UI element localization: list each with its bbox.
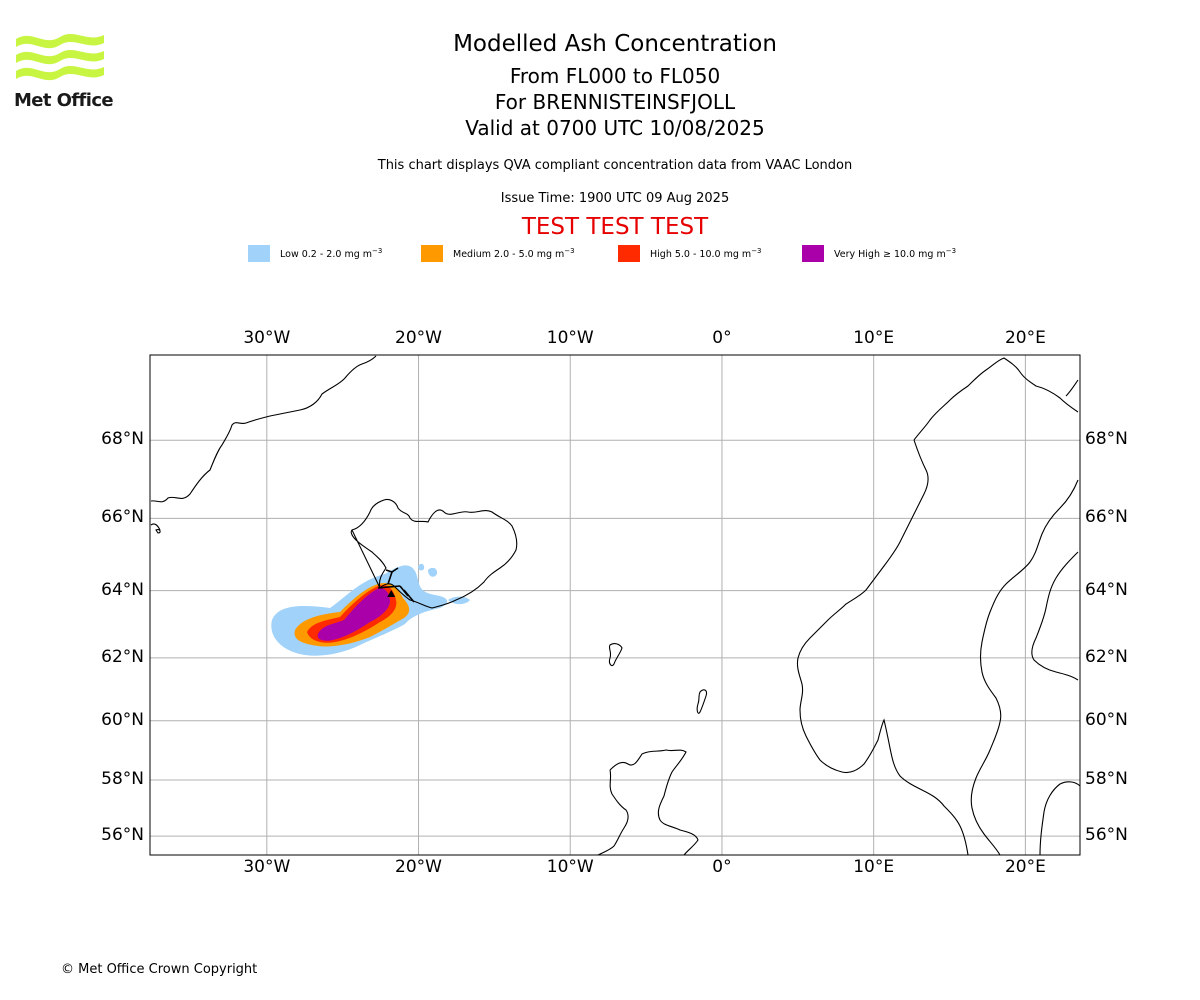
legend-swatch-medium (421, 245, 443, 262)
coastline-scotland (597, 749, 699, 856)
lat-tick-label-right: 62°N (1085, 646, 1128, 667)
lat-tick-label-right: 56°N (1085, 825, 1128, 846)
legend-label-medium: Medium 2.0 - 5.0 (453, 249, 534, 261)
ash-very-high-region (317, 588, 390, 641)
coastline-finland (1031, 551, 1079, 681)
volcano-marker (387, 590, 396, 598)
coastline-greenland (150, 355, 377, 503)
lat-tick-label-right: 68°N (1085, 429, 1128, 450)
lon-tick-label-bottom: 20°E (1004, 857, 1046, 877)
lon-tick-label-top: 0° (712, 328, 732, 348)
legend-unit: mg m (344, 249, 373, 261)
volcano-triangle-icon (387, 590, 396, 598)
legend-unit-exponent: −3 (372, 247, 383, 255)
lat-tick-label-left: 66°N (101, 507, 144, 528)
coastline-greenland-south (150, 523, 161, 534)
lon-tick-label-bottom: 30°W (243, 857, 291, 877)
ash-low-patch-small (418, 563, 425, 571)
coastlines (150, 355, 1081, 856)
lat-tick-label-right: 58°N (1085, 769, 1128, 790)
legend-label-low: Low 0.2 - 2.0 (280, 249, 342, 261)
flight-level-range: From FL000 to FL050 (509, 64, 721, 88)
lon-tick-label-top: 10°W (546, 328, 594, 348)
legend-label-high: High 5.0 - 10.0 (650, 249, 721, 261)
coastline-kola (1065, 379, 1079, 397)
lon-tick-label-top: 20°E (1004, 328, 1046, 348)
concentration-legend: Low 0.2 - 2.0 mg m−3 Medium 2.0 - 5.0 mg… (0, 244, 1200, 264)
valid-time: Valid at 0700 UTC 10/08/2025 (465, 116, 765, 140)
legend-unit-exponent: −3 (945, 247, 957, 255)
legend-unit: mg m (723, 249, 752, 261)
lat-tick-label-left: 62°N (101, 646, 144, 667)
lon-tick-label-top: 20°W (395, 328, 442, 348)
lon-tick-label-bottom: 20°W (395, 857, 442, 877)
lon-tick-label-bottom: 10°E (853, 857, 895, 877)
ash-concentration-plume (271, 563, 470, 656)
map-gridlines (150, 355, 1080, 855)
volcano-rift-lines (377, 567, 415, 603)
met-office-logo: Met Office (14, 30, 114, 112)
chart-title: Modelled Ash Concentration (453, 31, 777, 57)
logo-wordmark: Met Office (14, 90, 114, 111)
lat-tick-label-right: 66°N (1085, 507, 1128, 528)
lat-tick-label-left: 58°N (101, 769, 144, 790)
legend-unit-exponent: −3 (564, 247, 575, 255)
coastline-sweden (970, 479, 1079, 856)
coastline-denmark (1039, 781, 1081, 856)
issue-time: Issue Time: 1900 UTC 09 Aug 2025 (500, 191, 730, 206)
lat-tick-label-left: 60°N (101, 709, 144, 730)
ash-low-patch-east (448, 596, 470, 605)
volcano-name: For BRENNISTEINSFJOLL (494, 90, 736, 114)
compliance-note: This chart displays QVA compliant concen… (377, 158, 853, 173)
legend-unit: mg m (918, 249, 946, 261)
lat-tick-label-left: 64°N (101, 579, 144, 600)
coastline-shetland (696, 689, 708, 714)
legend-swatch-high (618, 245, 640, 262)
lat-tick-label-left: 56°N (101, 825, 144, 846)
coastline-iceland (350, 498, 518, 609)
copyright-notice: © Met Office Crown Copyright (61, 962, 258, 977)
lon-tick-label-top: 30°W (243, 328, 291, 348)
lat-tick-label-right: 60°N (1085, 709, 1128, 730)
map-frame (149, 354, 1081, 856)
coastline-norway (796, 357, 1079, 856)
legend-unit: mg m (536, 249, 565, 261)
lon-tick-label-bottom: 0° (712, 857, 732, 877)
lon-tick-label-top: 10°E (853, 328, 895, 348)
legend-swatch-very-high (802, 245, 824, 262)
legend-swatch-low (248, 245, 270, 262)
legend-unit-exponent: −3 (751, 247, 762, 255)
met-office-waves-icon (16, 34, 104, 81)
lon-tick-label-bottom: 10°W (546, 857, 594, 877)
coastline-faroe (608, 643, 623, 667)
test-banner: TEST TEST TEST (521, 214, 709, 240)
ash-low-patch-north (428, 567, 438, 577)
lat-tick-label-right: 64°N (1085, 579, 1128, 600)
lat-tick-label-left: 68°N (101, 429, 144, 450)
legend-label-very-high: Very High ≥ 10.0 (834, 249, 916, 261)
